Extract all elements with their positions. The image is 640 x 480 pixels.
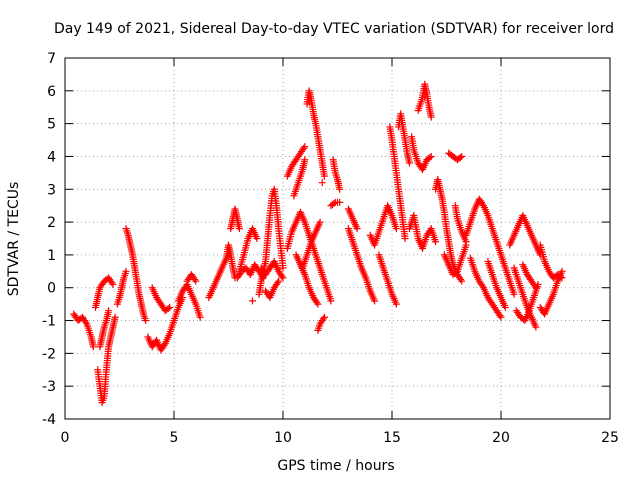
data-point <box>316 218 324 226</box>
grid-lines <box>65 58 610 419</box>
data-point <box>314 300 322 308</box>
data-point <box>426 154 434 162</box>
data-point <box>532 284 540 292</box>
data-point <box>496 312 504 320</box>
data-point <box>330 199 338 207</box>
data-point <box>105 307 113 315</box>
y-tick-label: 3 <box>47 182 56 198</box>
data-point <box>108 279 116 287</box>
data-point <box>164 305 172 313</box>
data-point <box>166 303 174 311</box>
data-point <box>432 238 440 246</box>
data-point <box>427 113 435 121</box>
data-point <box>458 152 466 160</box>
data-point <box>558 274 566 282</box>
x-axis-label: GPS time / hours <box>277 458 394 474</box>
data-point <box>253 235 261 242</box>
x-tick-label: 25 <box>601 430 619 446</box>
x-tick-label: 20 <box>492 430 510 446</box>
data-point <box>371 297 379 305</box>
data-point <box>457 276 465 284</box>
data-point <box>478 200 486 208</box>
y-tick-label: -2 <box>42 346 56 362</box>
data-point <box>274 279 282 287</box>
data-point <box>319 315 327 323</box>
data-point <box>327 297 335 305</box>
y-tick-label: 6 <box>47 84 56 100</box>
data-point <box>336 198 344 206</box>
data-point <box>405 159 413 167</box>
data-point <box>531 282 539 290</box>
data-point <box>462 238 470 246</box>
chart-title: Day 149 of 2021, Sidereal Day-to-day VTE… <box>54 21 614 37</box>
data-point <box>501 303 509 311</box>
data-point <box>275 277 283 285</box>
data-point <box>313 298 321 306</box>
data-point <box>278 272 286 280</box>
data-point <box>320 172 328 180</box>
data-point <box>235 225 243 233</box>
data-point <box>427 152 435 160</box>
x-tick-label: 10 <box>274 430 292 446</box>
y-tick-label: 5 <box>47 117 56 133</box>
data-point <box>300 144 308 152</box>
data-point <box>401 235 409 242</box>
y-axis-label: SDTVAR / TECUs <box>6 182 22 297</box>
data-point <box>353 225 361 233</box>
data-point <box>458 277 466 285</box>
y-tick-label: 7 <box>47 51 56 67</box>
data-point <box>279 264 287 272</box>
data-point <box>318 179 326 187</box>
data-point <box>557 273 565 281</box>
y-tick-label: 2 <box>47 215 56 231</box>
y-tick-label: 0 <box>47 281 56 297</box>
data-point <box>336 185 344 193</box>
data-point <box>192 277 200 285</box>
data-point <box>109 280 117 288</box>
x-tick-label: 5 <box>170 430 179 446</box>
data-point <box>82 318 90 326</box>
data-point <box>191 276 199 284</box>
data-point <box>532 323 540 331</box>
x-tick-label: 0 <box>61 430 70 446</box>
data-point <box>320 313 328 321</box>
axis-ticks: 0 5 10 15 20 25 -4 -3 -2 -1 0 1 2 3 4 5 6 7 <box>42 51 619 446</box>
y-tick-label: 1 <box>47 248 56 264</box>
data-point <box>392 300 400 308</box>
y-tick-label: -4 <box>42 412 56 428</box>
data-point <box>142 317 150 325</box>
data-point <box>279 274 287 282</box>
data-point <box>160 341 168 349</box>
data-point <box>301 143 309 151</box>
data-point <box>478 282 486 290</box>
data-point <box>196 313 204 321</box>
data-point <box>248 297 256 305</box>
data-point <box>111 313 119 321</box>
data-point <box>122 267 130 275</box>
y-tick-label: -3 <box>42 379 56 395</box>
data-point <box>301 156 309 164</box>
plot-frame <box>64 57 611 420</box>
data-point <box>89 343 97 351</box>
data-point <box>558 267 566 275</box>
data-point <box>392 225 400 233</box>
data-point <box>497 313 505 321</box>
data-point <box>510 290 518 298</box>
y-tick-label: 4 <box>47 149 56 165</box>
data-point <box>456 154 464 162</box>
x-tick-label: 15 <box>383 430 401 446</box>
y-tick-label: -1 <box>42 314 56 330</box>
data-points <box>70 80 566 407</box>
